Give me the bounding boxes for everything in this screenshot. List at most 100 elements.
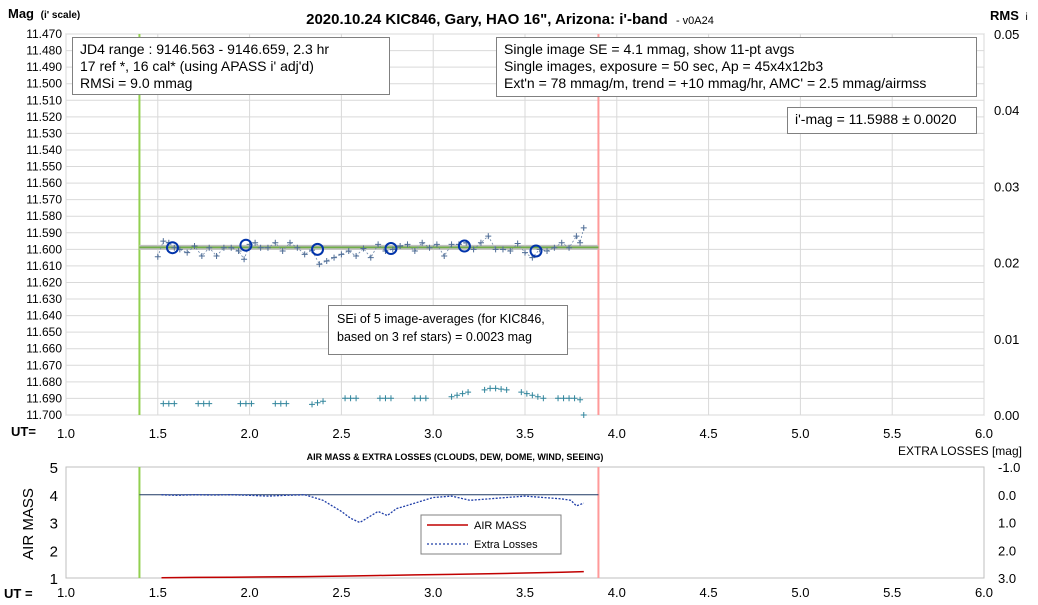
sub-ut-tick-label: 1.0: [57, 585, 75, 600]
rms-point: [448, 393, 455, 400]
single-image-point: [448, 241, 455, 248]
air-mass-tick-label: 5: [50, 460, 58, 477]
single-image-point: [353, 252, 360, 259]
rms-tick-label: 0.03: [994, 179, 1019, 194]
ut-tick-label: 6.0: [975, 426, 993, 441]
rms-point: [314, 399, 321, 406]
sub-chart-title: AIR MASS & EXTRA LOSSES (CLOUDS, DEW, DO…: [307, 452, 604, 462]
sub-ut-tick-labels: 1.0 1.5 2.0 2.5 3.0 3.5 4.0 4.5 5.0 5.5 6.0: [57, 585, 993, 600]
rms-point: [571, 395, 578, 402]
sub-x-axis-label: UT =: [4, 586, 33, 601]
single-image-point: [257, 244, 264, 251]
extra-losses-tick-labels: -1.0 0.0 1.0 2.0 3.0: [998, 460, 1020, 586]
single-image-point: [551, 244, 558, 251]
legend-box: [420, 514, 562, 555]
sub-y-axis-label: AIR MASS: [20, 488, 37, 560]
single-image-point: [286, 239, 293, 246]
legend: AIR MASS Extra Losses: [420, 514, 562, 555]
rms-point: [459, 390, 466, 397]
single-image-se-text: Single image SE = 4.1 mmag, show 11-pt a…: [504, 41, 795, 57]
main-series: [154, 224, 587, 418]
average-point: [311, 242, 325, 256]
single-image-point: [184, 249, 191, 256]
single-image-point: [558, 239, 565, 246]
single-image-point: [198, 252, 205, 259]
air-mass-tick-labels: 1 2 3 4 5: [50, 460, 58, 588]
single-image-point: [206, 244, 213, 251]
single-image-point: [338, 251, 345, 258]
rms-point: [309, 401, 316, 408]
mag-tick-label: 11.580: [26, 209, 62, 223]
single-image-point: [411, 248, 418, 255]
rms-point: [566, 395, 573, 402]
single-image-point: [228, 244, 235, 251]
rms-point: [283, 400, 290, 407]
rms-point: [200, 400, 207, 407]
sei-line-1: SEi of 5 image-averages (for KIC846,: [337, 312, 545, 326]
y2-axis-label: RMS i: [990, 8, 1028, 23]
single-image-point: [360, 245, 367, 252]
ut-tick-label: 1.5: [149, 426, 167, 441]
y2-axis-label-main: RMS: [990, 8, 1019, 23]
image-info-box: Single image SE = 4.1 mmag, show 11-pt a…: [496, 37, 977, 97]
rms-point: [498, 386, 505, 393]
mag-tick-label: 11.640: [26, 309, 62, 323]
rms-point: [353, 395, 360, 402]
rms-point: [465, 389, 472, 396]
rms-point: [171, 400, 178, 407]
single-image-point: [272, 239, 279, 246]
ut-tick-label: 4.0: [608, 426, 626, 441]
single-image-point: [397, 243, 404, 250]
mag-tick-label: 11.500: [26, 77, 62, 91]
mag-tick-label: 11.620: [26, 275, 62, 289]
single-image-point: [220, 244, 227, 251]
rms-point: [417, 395, 424, 402]
single-image-point: [279, 248, 286, 255]
sub-ut-tick-label: 1.5: [149, 585, 167, 600]
mag-tick-label: 11.670: [26, 358, 62, 372]
rms-point: [237, 400, 244, 407]
rms-point: [195, 400, 202, 407]
ref-stars-text: 17 ref *, 16 cal* (using APASS i' adj'd): [80, 58, 314, 74]
mag-tick-label: 11.530: [26, 126, 62, 140]
single-image-point: [367, 254, 374, 261]
sub-ut-tick-label: 4.5: [700, 585, 718, 600]
rms-point: [529, 392, 536, 399]
rms-point: [342, 395, 349, 402]
rms-tick-label: 0.05: [994, 27, 1019, 42]
y-axis-label-main: Mag: [8, 6, 34, 21]
rms-tick-label: 0.00: [994, 408, 1019, 423]
rms-point: [165, 400, 172, 407]
sub-ut-tick-label: 4.0: [608, 585, 626, 600]
single-image-point: [522, 249, 528, 256]
extra-losses-tick-label: 0.0: [998, 488, 1016, 503]
ut-tick-label: 3.0: [424, 426, 442, 441]
rms-point: [454, 392, 461, 399]
mag-result-box: i'-mag = 11.5988 ± 0.0020: [787, 107, 977, 134]
single-image-point: [171, 244, 178, 251]
single-image-point: [577, 239, 584, 246]
sei-box: SEi of 5 image-averages (for KIC846, bas…: [328, 305, 568, 355]
single-image-point: [264, 244, 271, 251]
single-image-point: [241, 256, 248, 263]
single-image-point: [316, 261, 323, 268]
rms-point: [487, 385, 494, 392]
rms-point: [523, 390, 530, 397]
rms-point: [160, 400, 167, 407]
single-image-point: [477, 239, 484, 246]
rms-point: [540, 395, 547, 402]
rmsi-text: RMSi = 9.0 mmag: [80, 75, 193, 91]
chart-title-text: 2020.10.24 KIC846, Gary, HAO 16", Arizon…: [306, 11, 668, 28]
y-axis-label: Mag (i' scale): [8, 6, 80, 21]
single-image-point: [419, 239, 426, 246]
exposure-text: Single images, exposure = 50 sec, Ap = 4…: [504, 58, 824, 74]
air-mass-tick-label: 2: [50, 543, 58, 560]
rms-point: [376, 395, 383, 402]
single-image-point: [301, 251, 308, 258]
single-image-point: [331, 254, 338, 261]
single-image-point: [389, 246, 396, 253]
mag-tick-label: 11.490: [26, 60, 62, 74]
single-image-point: [160, 238, 167, 245]
jd-range-text: JD4 range : 9146.563 - 9146.659, 2.3 hr: [80, 41, 330, 57]
single-image-point: [213, 252, 220, 259]
